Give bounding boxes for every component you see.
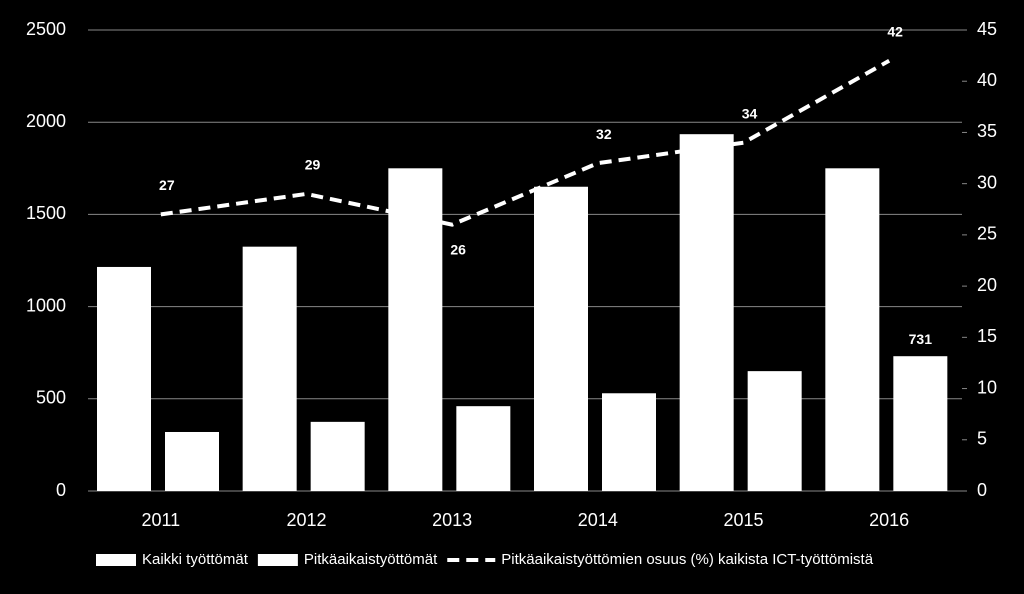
y2-tick-label: 30 [977, 172, 997, 192]
y2-tick-label: 15 [977, 326, 997, 346]
line [160, 58, 891, 227]
legend-label: Pitkäaikaistyöttömien osuus (%) kaikista… [501, 551, 873, 568]
x-tick-label: 2012 [286, 510, 326, 530]
legend-label: Pitkäaikaistyöttömät [304, 551, 438, 568]
value-label: 32 [596, 126, 612, 142]
bar [534, 186, 588, 492]
bar [97, 266, 151, 491]
x-tick-label: 2014 [578, 510, 618, 530]
y-tick-label: 1000 [26, 295, 66, 315]
y-tick-label: 1500 [26, 203, 66, 223]
bar [825, 168, 880, 492]
y2-tick-label: 0 [977, 480, 987, 500]
y2-tick-label: 35 [977, 121, 997, 141]
y-tick-label: 500 [36, 388, 66, 408]
y2-tick-label: 5 [977, 429, 987, 449]
legend-label: Kaikki työttömät [142, 551, 249, 568]
bar [456, 406, 511, 491]
value-label: 29 [305, 157, 321, 173]
y-tick-label: 2000 [26, 111, 66, 131]
x-tick-label: 2015 [723, 510, 763, 530]
bar [747, 371, 802, 491]
y2-tick-label: 20 [977, 275, 997, 295]
value-label: 26 [450, 241, 466, 257]
x-tick-label: 2013 [432, 510, 472, 530]
y2-tick-label: 10 [977, 377, 997, 397]
value-label: 27 [159, 177, 175, 193]
x-tick-label: 2016 [869, 510, 909, 530]
bar [679, 134, 734, 491]
bar [893, 356, 948, 491]
y-tick-label: 0 [56, 480, 66, 500]
y-tick-label: 2500 [26, 19, 66, 39]
value-label: 34 [742, 105, 758, 121]
value-label: 42 [887, 23, 903, 39]
x-tick-label: 2011 [141, 510, 180, 530]
y2-tick-label: 45 [977, 19, 997, 39]
bar [242, 246, 297, 491]
bar [165, 431, 219, 491]
bar [310, 421, 365, 491]
legend-swatch [257, 554, 298, 566]
y2-tick-label: 40 [977, 70, 997, 90]
bar [602, 393, 656, 491]
value-label: 731 [909, 331, 933, 347]
y2-tick-label: 25 [977, 224, 997, 244]
legend-swatch [96, 554, 136, 566]
